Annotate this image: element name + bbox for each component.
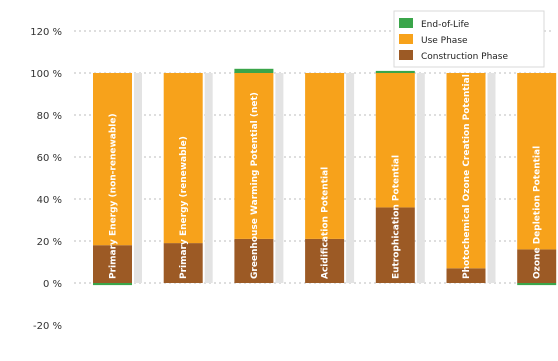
y-tick-label: 120 % [30, 27, 62, 38]
bar-end-of-life [375, 70, 415, 73]
bar-use-phase [163, 73, 203, 244]
bar-shadow [134, 73, 142, 283]
legend: End-of-Life Use Phase Construction Phase [393, 10, 545, 68]
category-labels: Primary Energy (non-renewable) Primary En… [109, 74, 543, 279]
category-label: Acidification Potential [321, 167, 331, 279]
bar-construction-phase [305, 238, 345, 283]
legend-swatch [399, 18, 413, 28]
category-label: Photochemical Ozone Creation Potential [462, 74, 472, 279]
y-tick-label: 100 % [30, 69, 62, 80]
bar-use-phase [375, 73, 415, 208]
legend-label: Use Phase [421, 36, 468, 46]
bar-construction-phase [234, 238, 274, 283]
category-label: Greenhouse Warming Potential (net) [250, 92, 260, 279]
bars [93, 68, 557, 286]
bar-construction-phase [375, 207, 415, 283]
legend-swatch [399, 34, 413, 44]
bar-construction-phase [93, 245, 132, 283]
bar-end-of-life [517, 283, 557, 286]
bar-use-phase [517, 73, 557, 250]
category-label: Primary Energy (renewable) [179, 136, 189, 279]
bar-construction-phase [517, 249, 557, 283]
bar-use-phase [234, 73, 274, 239]
bar-use-phase [93, 73, 132, 246]
y-axis-tick-labels: -20 % 0 % 20 % 40 % 60 % 80 % 100 % 120 % [30, 27, 62, 332]
y-tick-label: -20 % [33, 321, 62, 332]
bar-construction-phase [446, 268, 486, 283]
bar-use-phase [446, 73, 486, 269]
y-tick-label: 80 % [37, 111, 62, 122]
bar-shadow [346, 73, 355, 283]
y-tick-label: 20 % [37, 237, 62, 248]
legend-label: End-of-Life [421, 20, 470, 30]
bar-shadow [275, 73, 284, 283]
y-tick-label: 40 % [37, 195, 62, 206]
bar-shadows [134, 73, 496, 283]
y-tick-label: 0 % [43, 279, 62, 290]
category-label: Eutrophication Potential [391, 155, 401, 279]
bar-construction-phase [163, 243, 203, 283]
bar-end-of-life [234, 68, 274, 73]
category-label: Ozone Depletion Potential [533, 146, 543, 279]
bar-shadow [204, 73, 213, 283]
bar-use-phase [305, 73, 345, 239]
bar-shadow [416, 73, 425, 283]
legend-label: Construction Phase [421, 52, 509, 62]
category-label: Primary Energy (non-renewable) [109, 113, 119, 279]
y-tick-label: 60 % [37, 153, 62, 164]
legend-box [393, 10, 545, 68]
bar-shadow [487, 73, 496, 283]
bar-end-of-life [93, 283, 132, 286]
legend-swatch [399, 50, 413, 60]
